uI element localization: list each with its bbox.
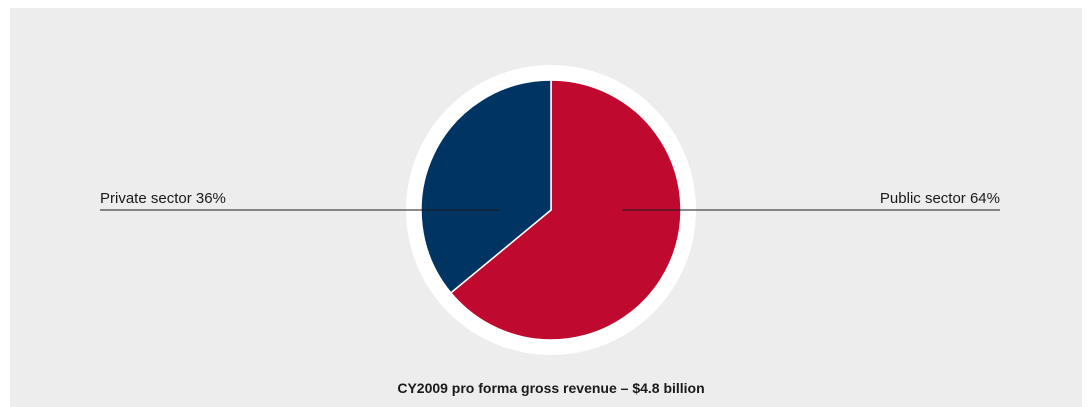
labels: Public sector 64% Private sector 36%: [100, 190, 1000, 211]
slice-category: Private sector: [100, 190, 192, 207]
chart-title: CY2009 pro forma gross revenue – $4.8 bi…: [397, 380, 704, 396]
slice-label: Public sector 64%: [880, 190, 1000, 207]
slice-label: Private sector 36%: [100, 190, 226, 207]
slice-value-label: 36%: [196, 190, 226, 207]
slice-category: Public sector: [880, 190, 966, 207]
slice-value-label: 64%: [970, 190, 1000, 207]
pie-slice: [449, 79, 682, 341]
slices: [420, 79, 682, 341]
pie-slice: [420, 79, 552, 294]
